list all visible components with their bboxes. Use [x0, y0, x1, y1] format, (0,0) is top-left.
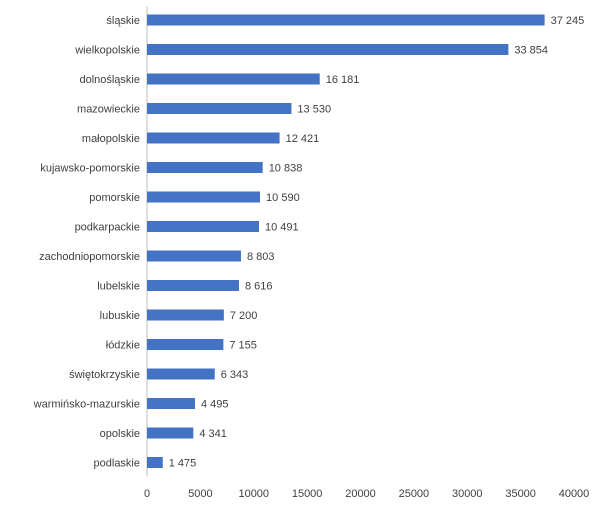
value-label-10: 7 200 — [230, 310, 258, 322]
x-tick-label-7: 35000 — [505, 488, 536, 500]
value-label-6: 10 590 — [266, 192, 300, 204]
bar-4 — [147, 132, 280, 144]
x-tick-label-0: 0 — [144, 488, 150, 500]
bar-11 — [147, 339, 224, 350]
value-label-13: 4 495 — [201, 399, 229, 411]
bar-9 — [147, 280, 239, 291]
bar-0 — [147, 14, 545, 26]
category-label-0: śląskie — [106, 15, 140, 27]
bar-3 — [147, 103, 292, 114]
category-label-1: wielkopolskie — [74, 45, 140, 57]
value-label-8: 8 803 — [247, 251, 275, 263]
x-tick-label-1: 5000 — [188, 488, 212, 500]
value-label-12: 6 343 — [221, 369, 249, 381]
category-label-5: kujawsko-pomorskie — [40, 163, 140, 175]
bar-8 — [147, 250, 241, 262]
value-label-7: 10 491 — [265, 222, 299, 234]
x-axis-tick-labels: 0 5000 10000 15000 20000 25000 30000 35000 40000 — [144, 488, 589, 500]
value-label-1: 33 854 — [514, 45, 548, 57]
bar-1 — [147, 44, 509, 55]
category-label-11: łódzkie — [106, 340, 140, 352]
x-tick-label-2: 10000 — [238, 488, 269, 500]
category-label-4: małopolskie — [82, 133, 140, 145]
value-label-9: 8 616 — [245, 281, 273, 293]
bar-5 — [147, 162, 263, 173]
x-tick-label-8: 40000 — [559, 488, 590, 500]
category-label-9: lubelskie — [97, 281, 140, 293]
bar-2 — [147, 73, 320, 85]
category-labels: śląskie wielkopolskie dolnośląskie mazowiec… — [33, 15, 140, 470]
bar-12 — [147, 368, 215, 380]
value-label-5: 10 838 — [269, 163, 303, 175]
category-label-14: opolskie — [100, 428, 140, 440]
bar-13 — [147, 398, 195, 409]
value-label-4: 12 421 — [286, 133, 320, 145]
value-labels: 37 245 33 854 16 181 13 530 12 421 10 838 10 5… — [169, 15, 585, 470]
bar-10 — [147, 309, 224, 321]
x-tick-label-5: 25000 — [399, 488, 430, 500]
category-label-2: dolnośląskie — [79, 74, 140, 86]
x-tick-label-3: 15000 — [292, 488, 323, 500]
category-label-13: warmińsko-mazurskie — [33, 399, 140, 411]
value-label-15: 1 475 — [169, 458, 197, 470]
category-label-8: zachodniopomorskie — [39, 251, 140, 263]
x-tick-label-4: 20000 — [345, 488, 376, 500]
value-label-11: 7 155 — [229, 340, 257, 352]
x-tick-label-6: 30000 — [452, 488, 483, 500]
category-label-7: podkarpackie — [75, 222, 140, 234]
category-label-12: świętokrzyskie — [69, 369, 140, 381]
bar-7 — [147, 221, 259, 232]
value-label-14: 4 341 — [199, 428, 227, 440]
category-label-3: mazowieckie — [77, 104, 140, 116]
bar-15 — [147, 457, 163, 468]
category-label-10: lubuskie — [100, 310, 140, 322]
bar-6 — [147, 191, 261, 203]
category-label-15: podlaskie — [94, 458, 140, 470]
bars-group — [147, 14, 545, 468]
category-label-6: pomorskie — [89, 192, 140, 204]
bar-14 — [147, 427, 194, 439]
value-label-0: 37 245 — [551, 15, 585, 27]
value-label-3: 13 530 — [297, 104, 331, 116]
value-label-2: 16 181 — [326, 74, 360, 86]
